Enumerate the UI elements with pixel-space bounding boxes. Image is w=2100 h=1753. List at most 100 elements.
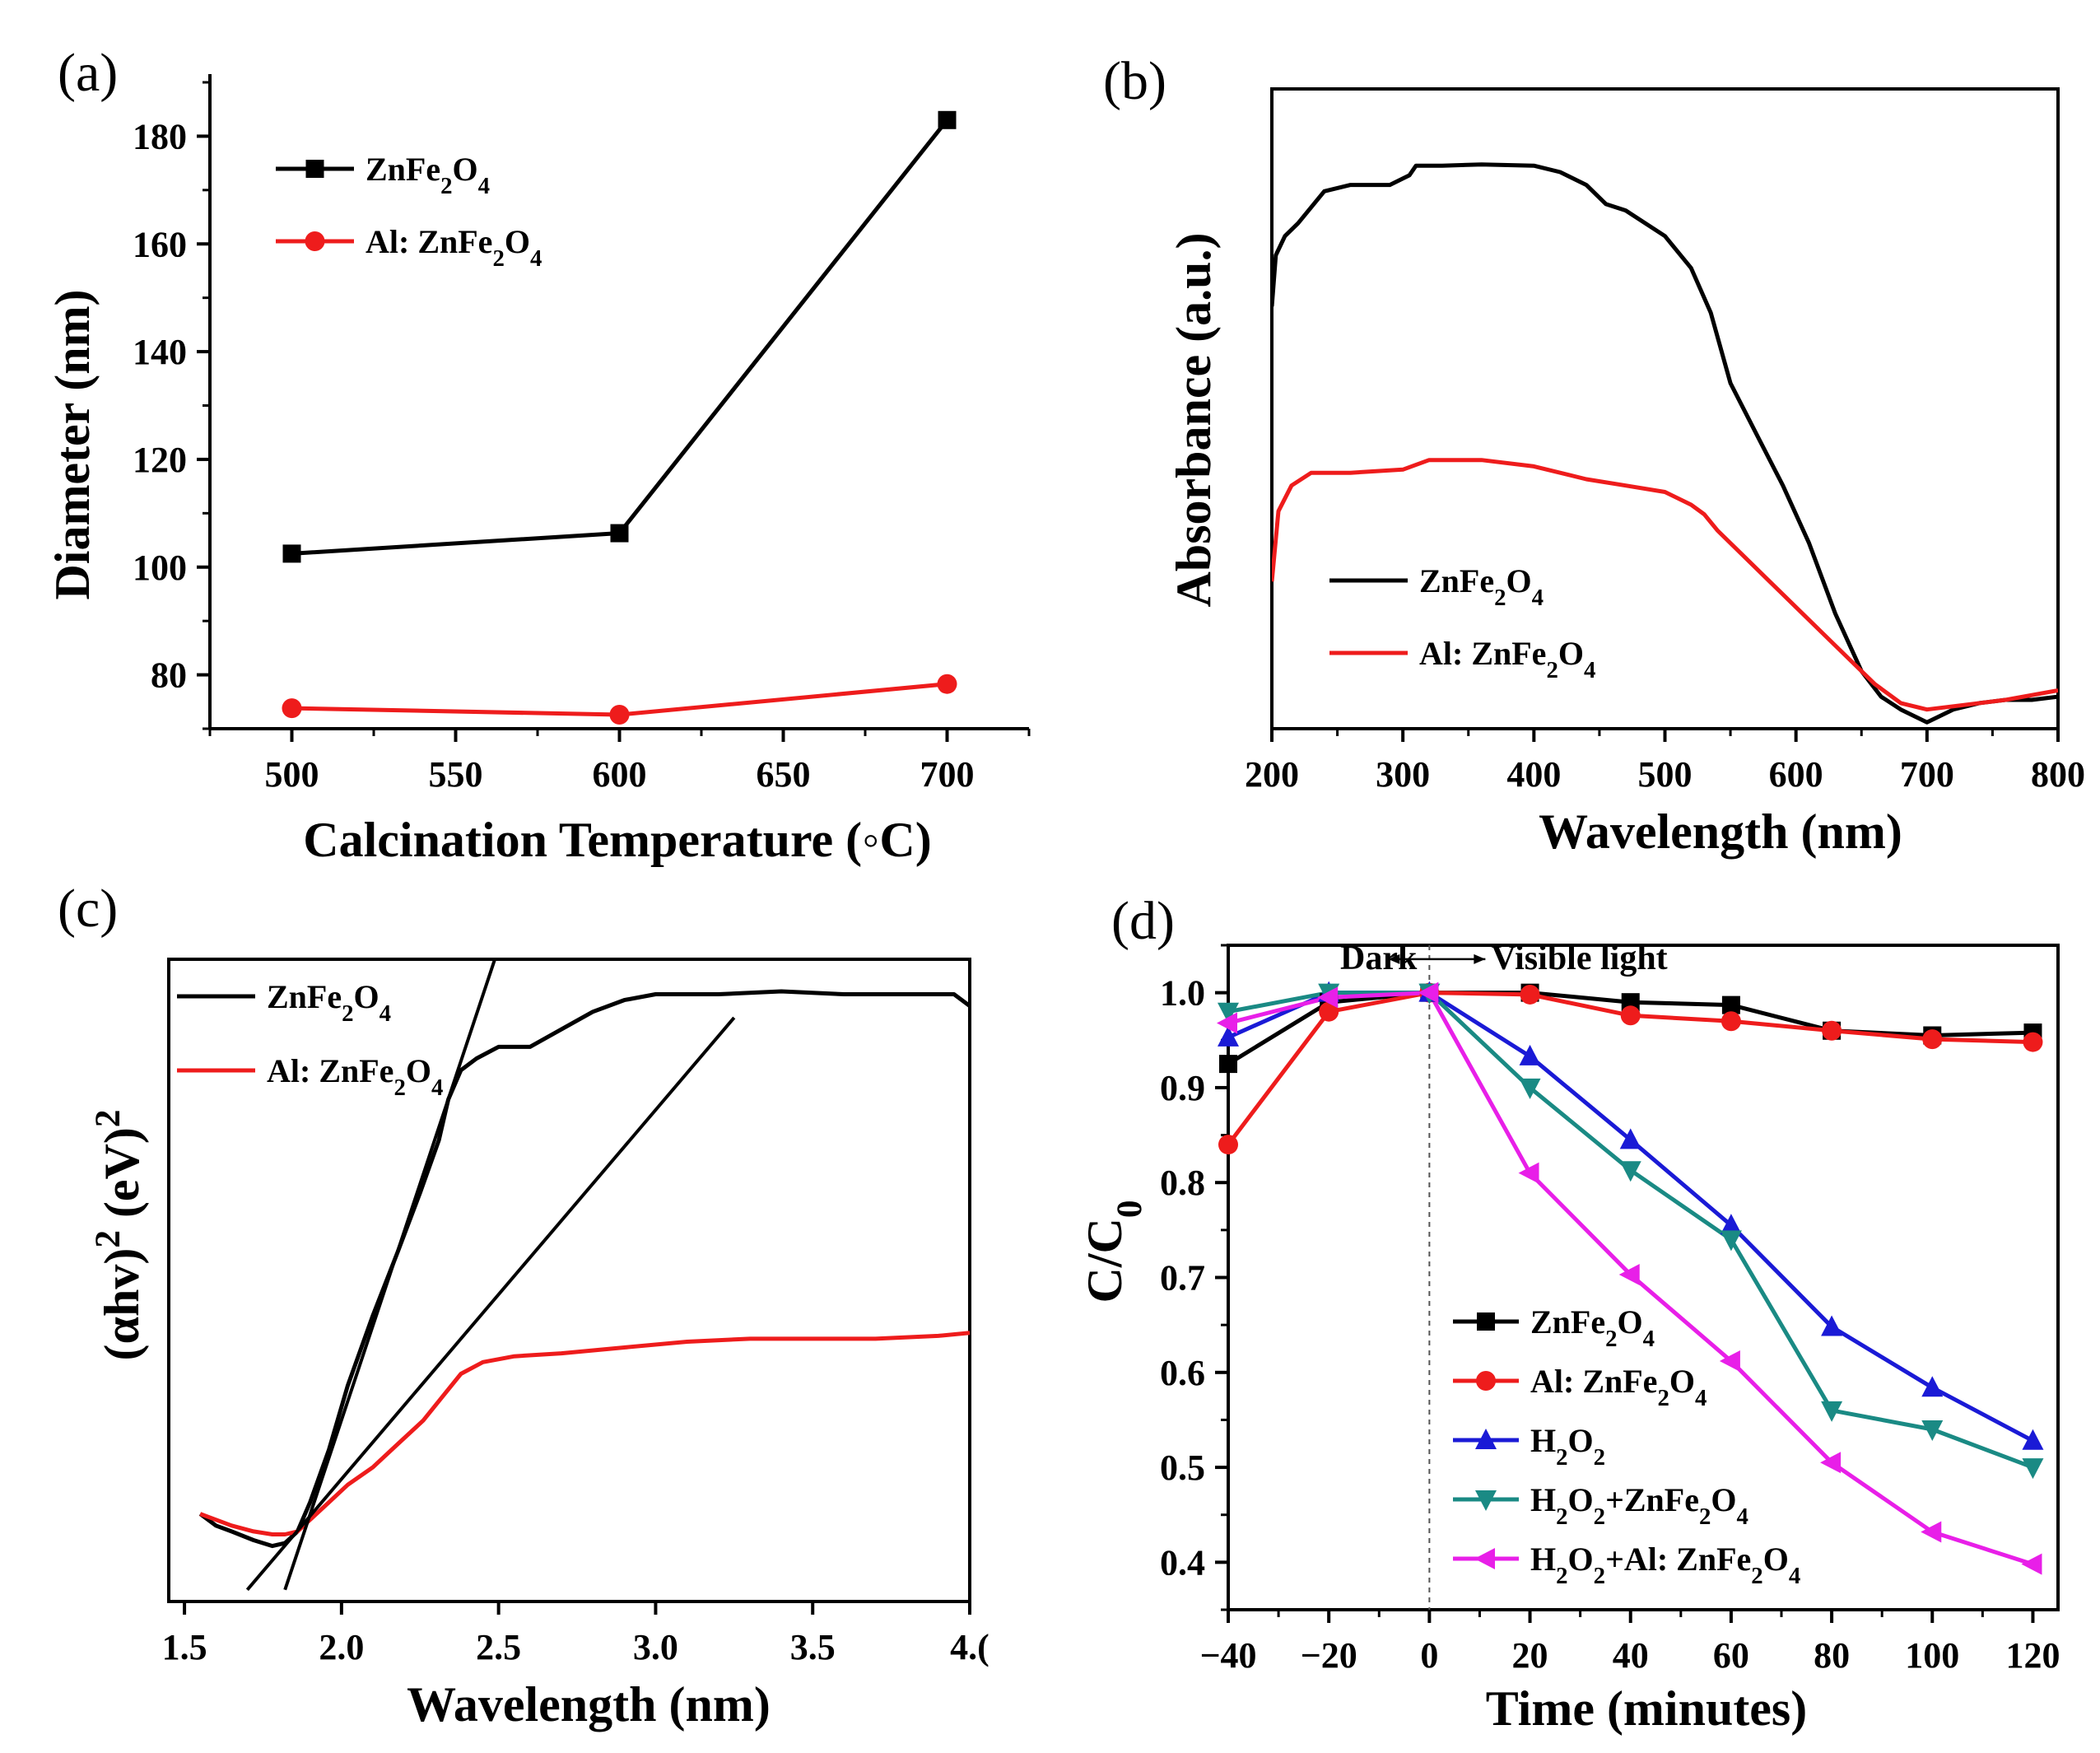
- panel-d-annotation-arrowhead-right: [1474, 953, 1486, 964]
- panel-b-x-tick-label: 700: [1900, 754, 1954, 795]
- panel-d-data-point-h2o2-al-znfe2o4: [1820, 1452, 1842, 1474]
- panel-b-x-tick-label: 200: [1245, 754, 1299, 795]
- panel-a-y-tick-label: 100: [133, 548, 187, 588]
- panel-c-series-group: [198, 959, 970, 1592]
- panel-d-data-point-al-znfe2o4: [1520, 984, 1540, 1005]
- panel-d-legend-marker-h2o2: [1475, 1429, 1497, 1449]
- panel-d-data-point-al-znfe2o4: [1721, 1011, 1741, 1032]
- panel-d-data-point-h2o2-znfe2o4: [1619, 1161, 1641, 1182]
- panel-d-label: (d): [1111, 891, 1175, 951]
- panel-c-x-tick-label: 3.5: [790, 1627, 836, 1667]
- panel-d-y-tick-label: 0.5: [1160, 1448, 1205, 1488]
- panel-d-data-point-al-znfe2o4: [1822, 1020, 1842, 1041]
- panel-d-y-axis-title: C/C0: [1078, 1201, 1149, 1303]
- panel-d-data-point-h2o2-znfe2o4: [1720, 1230, 1742, 1252]
- panel-d-legend-marker-znfe2o4: [1477, 1312, 1495, 1331]
- panel-d-data-point-h2o2-znfe2o4: [1218, 1002, 1239, 1023]
- panel-d-data-point-h2o2-znfe2o4: [1921, 1420, 1944, 1441]
- panel-a-label: (a): [58, 43, 118, 103]
- panel-c-plot-area: 1.5 2.0 2.5 3.0 3.5 4.(ZnFe2O4 Al: ZnFe2O4: [162, 958, 989, 1667]
- panel-d-y-tick-label: 0.6: [1160, 1353, 1205, 1393]
- panel-d-data-point-znfe2o4: [1219, 1055, 1237, 1074]
- panel-d-chart: (d) −40 −20 0 20 40 60 80 100 120 0.4 0.5 0.6 0.7 0.8…: [1078, 891, 2060, 1736]
- panel-d-data-point-al-znfe2o4: [1620, 1005, 1641, 1026]
- panel-a-legend-marker-al-znfe2o4: [305, 231, 325, 251]
- panel-c-chart: (c) 1.5 2.0 2.5 3.0 3.5 4.(ZnFe2O4 Al: ZnFe2O4…: [58, 879, 989, 1732]
- panel-b-plot-area: 200 300 400 500 600 700 800 ZnFe2O4 Al: ZnFe2O4: [1245, 87, 2085, 795]
- panel-d-data-point-h2o2: [1821, 1315, 1843, 1336]
- panel-d-data-point-h2o2-al-znfe2o4: [1921, 1521, 1942, 1543]
- panel-a-data-point-al-znfe2o4: [282, 698, 302, 719]
- panel-a-data-point-znfe2o4: [938, 110, 957, 129]
- panel-a-x-tick-label: 650: [757, 754, 811, 795]
- panel-b-x-tick-label: 800: [2031, 754, 2085, 795]
- panel-a-y-tick-label: 180: [133, 116, 187, 156]
- panel-d-data-point-al-znfe2o4: [1922, 1029, 1943, 1050]
- panel-b-series-line-znfe2o4: [1272, 162, 2058, 725]
- panel-b-x-tick-label: 500: [1638, 754, 1693, 795]
- panel-d-data-point-h2o2: [1619, 1128, 1641, 1149]
- panel-c-series-line-al-znfe2o4: [199, 1331, 970, 1536]
- panel-d-data-point-h2o2-znfe2o4: [1519, 1078, 1541, 1099]
- panel-d-data-point-h2o2: [2022, 1429, 2044, 1450]
- panel-b-x-tick-label: 400: [1506, 754, 1561, 795]
- panel-c-legend-label-al-znfe2o4: Al: ZnFe2O4: [267, 1052, 443, 1101]
- panel-a-x-tick-label: 700: [920, 754, 975, 795]
- panel-c-y-axis-title: (αhv)2 (eV)2: [89, 1110, 150, 1361]
- panel-d-data-point-h2o2: [1720, 1214, 1742, 1235]
- panel-b-label: (b): [1103, 51, 1166, 111]
- panel-a-legend-marker-znfe2o4: [305, 160, 324, 178]
- panel-d-data-point-al-znfe2o4: [1319, 1001, 1339, 1022]
- panel-d-visible-light-annotation: Visible light: [1491, 939, 1667, 977]
- panel-b-series-group: [1272, 162, 2058, 725]
- panel-d-y-tick-label: 0.7: [1160, 1258, 1205, 1298]
- panel-a-y-axis-title: Diameter (nm): [45, 289, 100, 599]
- panel-d-data-point-h2o2-al-znfe2o4: [1719, 1350, 1740, 1372]
- panel-d-data-point-h2o2-znfe2o4: [2022, 1458, 2044, 1480]
- panel-d-y-tick-label: 0.8: [1160, 1163, 1205, 1203]
- panel-d-data-point-h2o2-al-znfe2o4: [1518, 1162, 1539, 1184]
- panel-d-x-tick-label: 40: [1613, 1635, 1649, 1676]
- panel-c-series-line-tangent-1: [283, 959, 497, 1591]
- panel-d-data-point-al-znfe2o4: [2023, 1032, 2043, 1052]
- panel-d-data-point-h2o2-al-znfe2o4: [1418, 981, 1439, 1004]
- panel-c-label: (c): [58, 879, 118, 939]
- panel-d-y-tick-label: 0.4: [1160, 1542, 1205, 1583]
- panel-d-legend-label-al-znfe2o4: Al: ZnFe2O4: [1530, 1363, 1707, 1411]
- panel-c-x-tick-label: 3.0: [633, 1627, 678, 1667]
- panel-b-chart: (b) 200 300 400 500 600 700 800 ZnFe2O4 Al: ZnFe…: [1103, 51, 2085, 859]
- panel-c-series-line-tangent-2: [245, 1016, 736, 1592]
- panel-b-legend-label-al-znfe2o4: Al: ZnFe2O4: [1419, 635, 1595, 683]
- panel-d-legend-label-h2o2: H2O2: [1530, 1422, 1605, 1471]
- panel-b-y-axis-title: Absorbance (a.u.): [1166, 232, 1221, 607]
- panel-a-data-point-al-znfe2o4: [609, 704, 630, 725]
- panel-d-data-point-h2o2: [1519, 1044, 1541, 1065]
- panel-a-chart: (a) 500 550 600 650 700 80 100 120 140 160 180 ZnFe…: [45, 43, 1031, 867]
- panel-d-x-tick-label: 60: [1713, 1635, 1749, 1676]
- panel-a-y-tick-label: 80: [151, 655, 187, 696]
- panel-d-y-tick-label: 0.9: [1160, 1068, 1205, 1108]
- panel-d-data-point-znfe2o4: [1721, 995, 1740, 1014]
- panel-d-legend-label-znfe2o4: ZnFe2O4: [1530, 1303, 1655, 1352]
- panel-d-data-point-h2o2-al-znfe2o4: [1217, 1012, 1237, 1034]
- panel-a-y-tick-label: 140: [133, 332, 187, 372]
- panel-d-plot-area: −40 −20 0 20 40 60 80 100 120 0.4 0.5 0.6 0.7 0.8 0.9 1…: [1160, 939, 2060, 1676]
- panel-a-legend-label-al-znfe2o4: Al: ZnFe2O4: [366, 223, 542, 272]
- panel-b-legend-label-znfe2o4: ZnFe2O4: [1419, 562, 1544, 611]
- panel-a-x-tick-label: 550: [429, 754, 483, 795]
- panel-b-x-axis-title: Wavelength (nm): [1539, 804, 1902, 859]
- panel-a-data-point-znfe2o4: [282, 544, 301, 563]
- panel-b-x-tick-label: 600: [1769, 754, 1823, 795]
- panel-d-data-point-h2o2-al-znfe2o4: [2021, 1553, 2042, 1575]
- panel-d-data-point-h2o2-al-znfe2o4: [1317, 986, 1339, 1009]
- panel-d-x-tick-label: 20: [1512, 1635, 1548, 1676]
- panel-a-x-tick-label: 500: [265, 754, 319, 795]
- panel-d-x-tick-label: −40: [1199, 1635, 1256, 1676]
- panel-d-x-tick-label: −20: [1301, 1635, 1357, 1676]
- panel-c-legend-label-znfe2o4: ZnFe2O4: [267, 978, 391, 1027]
- panel-d-data-point-h2o2: [1218, 1025, 1239, 1047]
- panel-d-legend-marker-al-znfe2o4: [1476, 1371, 1496, 1391]
- panel-a-plot-area: 500 550 600 650 700 80 100 120 140 160 180 ZnFe2O4 A…: [133, 74, 1031, 795]
